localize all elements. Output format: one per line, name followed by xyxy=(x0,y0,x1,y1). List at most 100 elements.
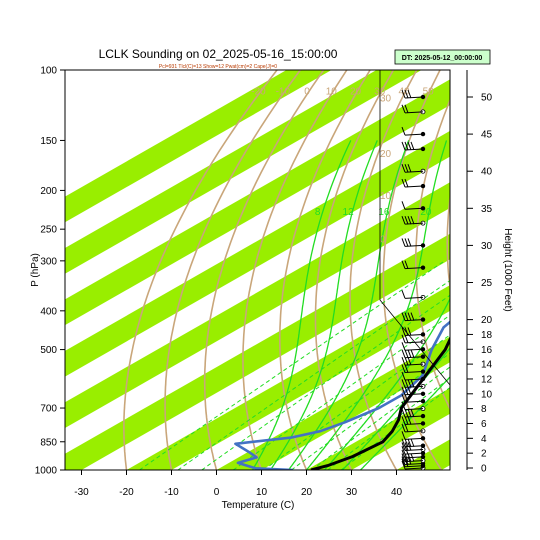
height-tick-label: 6 xyxy=(481,419,487,430)
chart-subtitle: Pcl=931 Tlcl(C)=13 Show=12 Pwat(cm)=2 Ca… xyxy=(159,64,277,70)
wind-barb-feather xyxy=(404,356,409,366)
dry-adiabat-label: -10 xyxy=(276,86,291,97)
pressure-tick-label: 250 xyxy=(40,225,57,236)
pressure-tick-label: 700 xyxy=(40,404,57,415)
mixing-ratio-line xyxy=(201,294,450,470)
height-axis-ticks: 0 2 4 6 8 10 12 14 16 18 20 25 30 35 40 45 50 xyxy=(467,93,493,475)
pressure-tick-label: 1000 xyxy=(35,466,58,477)
height-tick-label: 8 xyxy=(481,404,487,415)
wind-barb-staff xyxy=(404,437,424,440)
wind-barb-feather xyxy=(407,164,412,173)
wind-barb-feather xyxy=(401,453,406,462)
temperature-axis-ticks: -30 -20 -10 0 10 20 30 40 xyxy=(74,470,402,498)
wind-barb-feather xyxy=(404,164,409,173)
dry-adiabat xyxy=(164,70,301,470)
temperature-tick-label: 0 xyxy=(214,487,220,498)
chart-title: LCLK Sounding on 02_2025-05-16_15:00:00 xyxy=(99,47,338,61)
height-tick-label: 40 xyxy=(481,167,493,178)
pressure-tick-label: 200 xyxy=(40,186,57,197)
moist-adiabat-label: 16 xyxy=(378,207,390,218)
pressure-tick-label: 300 xyxy=(40,256,57,267)
height-tick-label: 50 xyxy=(481,93,493,104)
height-tick-label: 45 xyxy=(481,130,493,141)
wind-barb-feather xyxy=(410,141,415,151)
wind-barb-feather xyxy=(410,215,415,225)
dry-adiabat xyxy=(314,70,395,470)
dry-adiabat xyxy=(446,192,450,293)
wind-barb-feather xyxy=(401,401,406,410)
x-axis-label: Temperature (C) xyxy=(222,500,295,511)
moist-adiabat-label: 12 xyxy=(343,207,355,218)
wind-barb-feather xyxy=(407,215,412,225)
moist-adiabat xyxy=(360,376,450,470)
wind-barb-feather xyxy=(401,408,406,418)
height-tick-label: 18 xyxy=(481,330,493,341)
moist-adiabat xyxy=(251,140,352,470)
wind-barb-feather xyxy=(401,342,406,351)
wind-barb-feather xyxy=(401,356,406,366)
moist-adiabat-label: 20 xyxy=(380,149,392,160)
dry-adiabat-label: 40 xyxy=(398,86,410,97)
dry-adiabats xyxy=(123,70,450,470)
mixing-ratio-line xyxy=(311,366,450,470)
wind-barb-feather xyxy=(401,379,406,388)
temperature-tick-label: 40 xyxy=(391,487,403,498)
wind-barb-feather xyxy=(404,458,409,467)
wind-barb-feather xyxy=(410,379,415,388)
dry-adiabat xyxy=(203,70,325,470)
wind-barb-feather xyxy=(401,371,406,381)
height-tick-label: 10 xyxy=(481,389,493,400)
mixing-ratio-line xyxy=(327,377,450,470)
wind-barb-staff xyxy=(404,207,424,210)
wind-barb-feather xyxy=(404,349,409,358)
wind-barb-feather xyxy=(401,449,406,459)
wind-barb-feather xyxy=(407,416,412,425)
moist-adiabat-label: 10 xyxy=(380,191,392,202)
wind-station-dot xyxy=(420,317,426,322)
moist-adiabat-label: 20 xyxy=(420,207,432,218)
wind-barb-feather xyxy=(404,416,409,425)
wind-panel-divider xyxy=(379,70,451,386)
moist-adiabat xyxy=(305,140,448,470)
wind-barb-feather xyxy=(407,238,412,247)
wind-barb-feather xyxy=(404,386,409,395)
wind-barb-feather xyxy=(401,364,406,373)
temperature-tick-label: 30 xyxy=(346,487,358,498)
height-tick-label: 35 xyxy=(481,204,493,215)
wind-barb-feather xyxy=(404,423,409,433)
wind-barb-feather xyxy=(401,423,406,433)
wind-barb-feather xyxy=(404,438,409,447)
height-tick-label: 20 xyxy=(481,315,493,326)
pressure-tick-label: 100 xyxy=(40,66,57,77)
height-tick-label: 16 xyxy=(481,345,493,356)
wind-barb-feather xyxy=(401,431,406,440)
wind-barb-feather xyxy=(401,201,406,210)
dry-adiabat xyxy=(382,70,443,470)
wind-station-dot xyxy=(420,265,426,270)
isotherm-band xyxy=(65,233,450,470)
wind-barb-feather xyxy=(407,349,412,358)
wind-barb-feather xyxy=(407,89,412,99)
mixing-ratio-line xyxy=(139,260,446,470)
wind-barb-feather xyxy=(401,164,406,173)
wind-barb-feather xyxy=(410,408,415,418)
wind-station-dot xyxy=(420,450,426,456)
height-tick-label: 2 xyxy=(481,449,487,460)
wind-barb-feather xyxy=(401,386,406,395)
height-tick-label: 0 xyxy=(481,464,487,475)
wind-barb-staff xyxy=(404,456,424,459)
wind-barb-feather xyxy=(401,126,406,136)
plot-frame xyxy=(64,69,451,471)
wind-barb-staff xyxy=(404,348,424,351)
wind-barb-feather xyxy=(401,460,406,470)
temperature-tick-label: -30 xyxy=(74,487,89,498)
wind-barb-feather xyxy=(401,327,406,336)
mixing-ratio-line xyxy=(177,279,450,470)
wind-station-dot xyxy=(420,369,426,374)
wind-barb-feather xyxy=(404,408,409,418)
date-box xyxy=(394,49,491,65)
wind-barb-feather xyxy=(401,238,406,247)
wind-barb-feather xyxy=(401,178,406,188)
wind-station-dot xyxy=(420,399,426,404)
